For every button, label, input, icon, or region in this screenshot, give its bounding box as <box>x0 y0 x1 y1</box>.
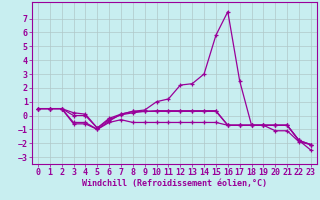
X-axis label: Windchill (Refroidissement éolien,°C): Windchill (Refroidissement éolien,°C) <box>82 179 267 188</box>
